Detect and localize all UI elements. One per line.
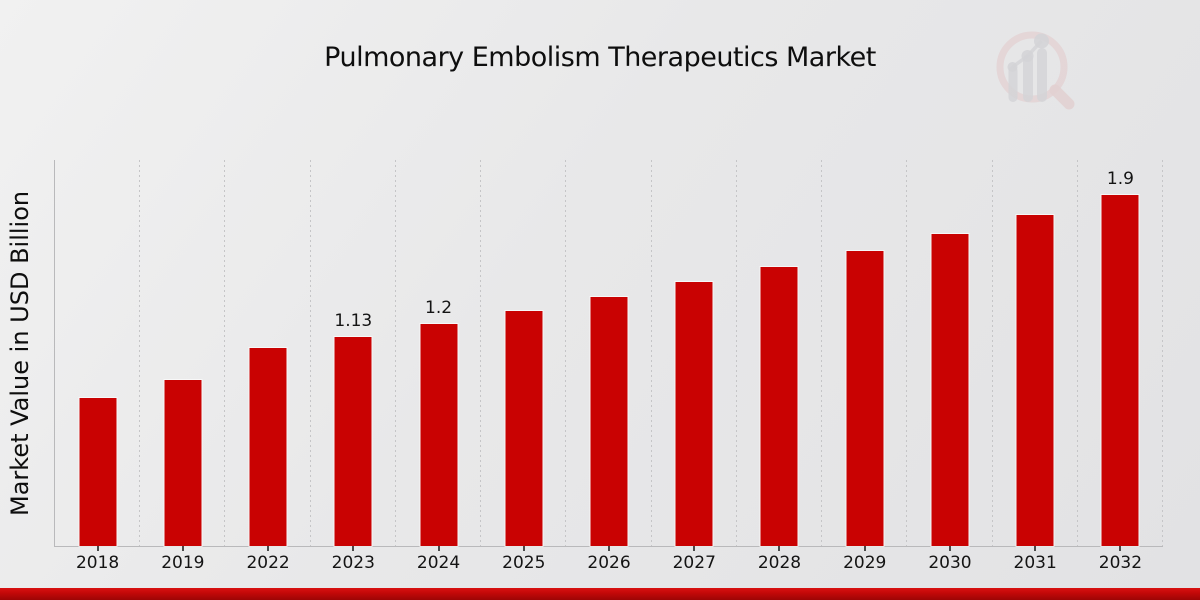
x-tick-label: 2027 [672, 553, 716, 573]
x-tick-label: 2018 [75, 553, 120, 573]
x-axis-tick [863, 546, 866, 551]
x-tick-label: 2025 [502, 553, 546, 573]
vertical-gridline [735, 160, 737, 546]
vertical-gridline [480, 160, 482, 546]
category-slot: 1.9 2032 [1078, 160, 1164, 573]
category-slot: 2027 [652, 160, 737, 573]
bar-2019 [164, 379, 202, 546]
bar-2026 [590, 296, 628, 546]
vertical-gridline [139, 160, 141, 546]
category-slot: 2030 [907, 160, 993, 573]
vertical-gridline [906, 160, 908, 546]
category-slot: 2022 [225, 160, 311, 573]
x-tick-label: 2031 [1013, 553, 1057, 573]
magnifier-bar-chart-logo-icon [996, 31, 1075, 110]
bar-value-label: 1.2 [425, 298, 453, 319]
category-slot: 1.2 2024 [396, 160, 482, 573]
vertical-gridline [1076, 160, 1078, 546]
vertical-gridline [224, 160, 226, 546]
bar-2027 [675, 281, 713, 546]
footer-accent-bar [0, 588, 1200, 600]
x-tick-label: 2032 [1098, 553, 1143, 573]
x-axis-tick [352, 546, 355, 551]
x-axis-tick [608, 546, 611, 551]
category-slot: 2025 [481, 160, 567, 573]
x-axis-tick [948, 546, 951, 551]
category-slot: 2026 [566, 160, 652, 573]
bar-2030 [931, 233, 969, 546]
category-slot: 2028 [737, 160, 823, 573]
bar-2031 [1016, 215, 1054, 546]
x-axis-tick [1034, 546, 1037, 551]
x-axis-tick [778, 546, 781, 551]
x-tick-label: 2019 [161, 553, 205, 573]
vertical-gridline [650, 160, 652, 546]
x-axis-tick [181, 546, 184, 551]
category-slot: 1.13 2023 [311, 160, 396, 573]
bar-2029 [846, 250, 884, 546]
x-axis-tick [693, 546, 696, 551]
vertical-gridline [565, 160, 567, 546]
bar-2025 [505, 311, 543, 546]
y-axis-label: Market Value in USD Billion [6, 190, 34, 516]
x-axis-tick [267, 546, 270, 551]
vertical-gridline [1162, 160, 1164, 546]
x-tick-label: 2026 [587, 553, 631, 573]
chart-title: Pulmonary Embolism Therapeutics Market [324, 42, 876, 73]
category-slot: 2029 [822, 160, 908, 573]
bar-value-label: 1.13 [334, 311, 373, 332]
bar-2022 [249, 348, 287, 546]
bar-value-label: 1.9 [1106, 169, 1134, 190]
bar-2032 [1101, 195, 1139, 546]
category-slot: 2031 [993, 160, 1078, 573]
x-axis-tick [437, 546, 440, 551]
x-tick-label: 2028 [757, 553, 802, 573]
x-tick-label: 2022 [246, 553, 290, 573]
x-axis-tick [96, 546, 99, 551]
x-tick-label: 2029 [843, 553, 887, 573]
bar-2023 [334, 337, 372, 546]
bar-2024 [420, 324, 458, 546]
x-tick-label: 2030 [928, 553, 972, 573]
vertical-gridline [394, 160, 396, 546]
x-axis-tick [522, 546, 525, 551]
x-tick-label: 2024 [416, 553, 461, 573]
x-tick-label: 2023 [331, 553, 375, 573]
bar-2028 [760, 267, 798, 546]
vertical-gridline [991, 160, 993, 546]
category-slot: 2018 [55, 160, 141, 573]
vertical-gridline [821, 160, 823, 546]
plot-area: 2018 2019 2022 1.13 2023 1.2 2024 2025 2026 2027 2… [54, 160, 1164, 573]
vertical-gridline [309, 160, 311, 546]
x-axis-tick [1119, 546, 1122, 551]
category-slot: 2019 [140, 160, 226, 573]
bar-2018 [79, 398, 117, 546]
